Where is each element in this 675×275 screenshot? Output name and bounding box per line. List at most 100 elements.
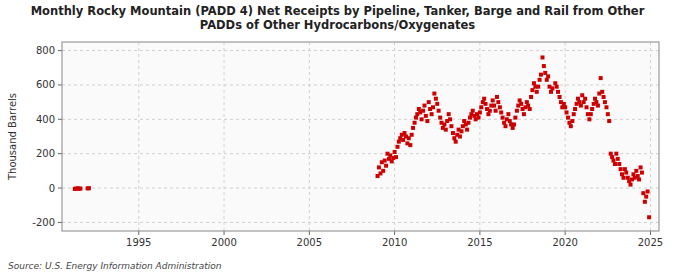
point — [408, 143, 412, 147]
point — [452, 136, 456, 140]
chart: 1995200020052010201520202025-20002004006… — [0, 0, 675, 275]
grid-line — [650, 42, 651, 231]
point — [513, 116, 517, 120]
points — [73, 55, 651, 219]
annotation: Source: U.S. Energy Information Administ… — [8, 261, 222, 271]
background — [0, 0, 675, 275]
point — [427, 100, 431, 104]
point — [545, 78, 549, 82]
point — [495, 95, 499, 99]
point — [596, 104, 600, 108]
tick — [58, 222, 62, 223]
point — [494, 109, 498, 113]
point — [562, 102, 566, 106]
point — [600, 90, 604, 94]
point — [431, 105, 435, 109]
point — [410, 133, 414, 137]
tick — [58, 84, 62, 85]
point — [640, 171, 644, 175]
point — [420, 117, 424, 121]
plot-frame — [62, 42, 659, 231]
point — [589, 112, 593, 116]
point — [434, 97, 438, 101]
tick — [224, 231, 225, 235]
point — [529, 95, 533, 99]
point — [558, 95, 562, 99]
point — [609, 152, 613, 156]
point — [528, 107, 532, 111]
point — [585, 105, 589, 109]
point — [444, 128, 448, 132]
tick — [394, 231, 395, 235]
grid-line — [138, 42, 139, 231]
point — [613, 162, 617, 166]
point — [393, 150, 397, 154]
point — [430, 112, 434, 116]
grid-line — [62, 50, 659, 51]
point — [580, 93, 584, 97]
point — [506, 112, 510, 116]
point — [491, 98, 495, 102]
tick — [58, 119, 62, 120]
point — [512, 122, 516, 126]
point — [555, 85, 559, 89]
tick-label: 2005 — [297, 237, 322, 248]
point — [641, 191, 645, 195]
point — [394, 155, 398, 159]
point — [422, 104, 426, 108]
point — [617, 162, 621, 166]
point — [486, 112, 490, 116]
point — [566, 116, 570, 120]
grid-line — [479, 42, 480, 231]
point — [573, 107, 577, 111]
point — [478, 110, 482, 114]
point — [525, 100, 529, 104]
point — [417, 107, 421, 111]
tick — [58, 188, 62, 189]
tick-label: 2010 — [382, 237, 407, 248]
title-line: PADDs of Other Hydrocarbons/Oxygenates — [200, 18, 476, 32]
point — [401, 138, 405, 142]
point — [477, 116, 481, 120]
point — [397, 140, 401, 144]
point — [634, 169, 638, 173]
point — [556, 90, 560, 94]
point — [603, 100, 607, 104]
tick-label: 800 — [36, 45, 55, 56]
point — [602, 95, 606, 99]
point — [579, 104, 583, 108]
point — [479, 105, 483, 109]
point — [540, 55, 544, 59]
axes: 1995200020052010201520202025-20002004006… — [32, 42, 663, 248]
tick — [565, 231, 566, 235]
plot-area — [62, 42, 659, 231]
point — [643, 200, 647, 204]
point — [411, 126, 415, 130]
point — [565, 110, 569, 114]
point — [590, 107, 594, 111]
point — [501, 116, 505, 120]
point — [637, 177, 641, 181]
tick — [58, 153, 62, 154]
point — [435, 102, 439, 106]
grid-line — [565, 42, 566, 231]
point — [492, 104, 496, 108]
grid-line — [62, 84, 659, 85]
point — [526, 104, 530, 108]
point — [583, 97, 587, 101]
grid-line — [224, 42, 225, 231]
point — [432, 92, 436, 96]
grid-line — [62, 222, 659, 223]
point — [611, 159, 615, 163]
point — [496, 100, 500, 104]
point — [569, 124, 573, 128]
tick-label: 400 — [36, 114, 55, 125]
point — [543, 71, 547, 75]
tick-label: 200 — [36, 148, 55, 159]
point — [499, 110, 503, 114]
point — [407, 136, 411, 140]
point — [421, 109, 425, 113]
point — [468, 116, 472, 120]
point — [449, 124, 453, 128]
point — [593, 97, 597, 101]
